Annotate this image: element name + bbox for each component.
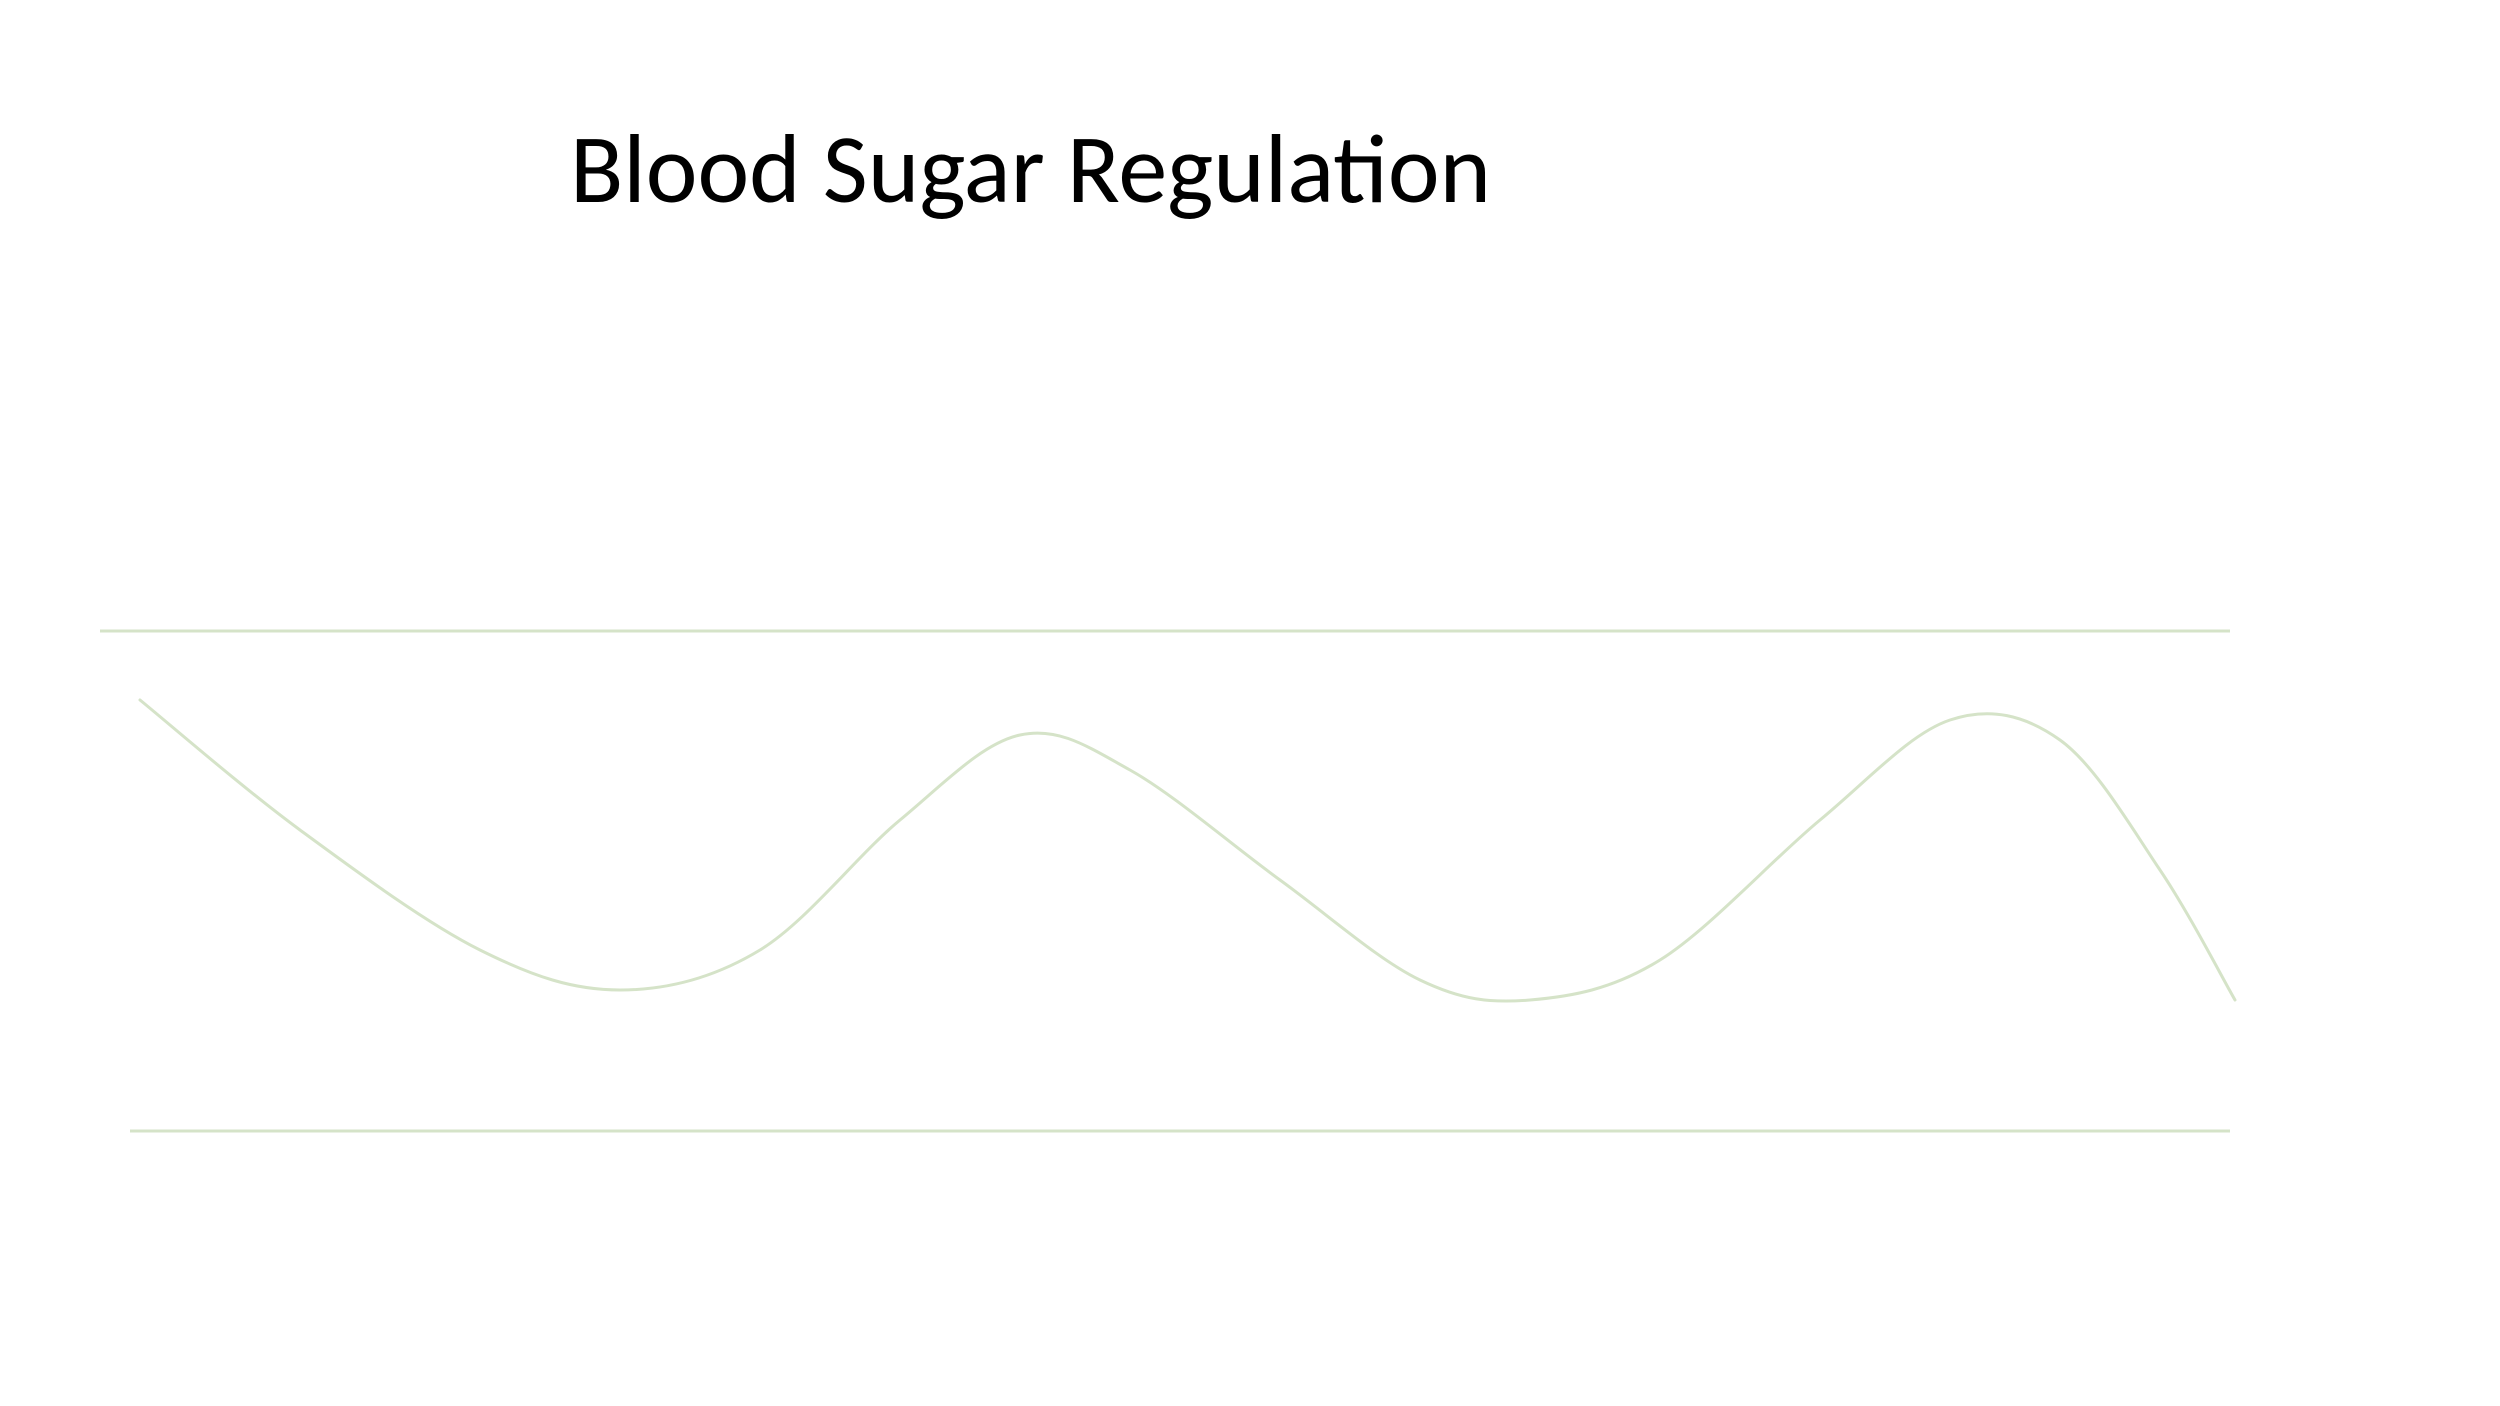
blood-sugar-diagram [0,0,2500,1406]
slide-container: Blood Sugar Regulation [0,0,2500,1406]
blood-sugar-wave [140,700,2235,1001]
